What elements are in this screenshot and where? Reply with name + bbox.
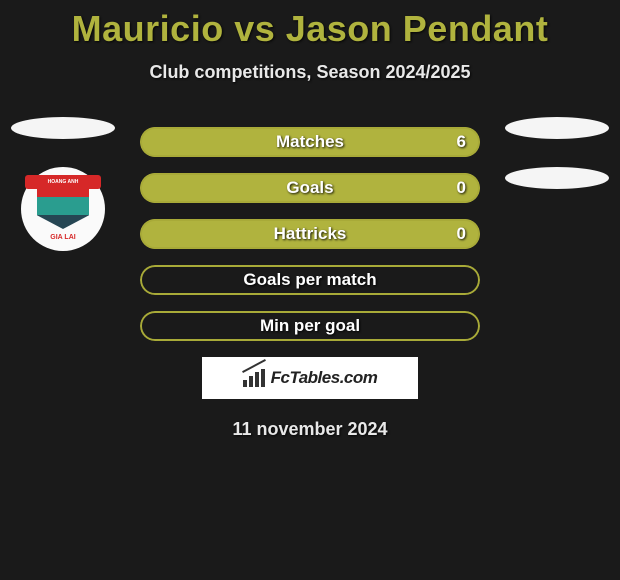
stats-rows: Matches6Goals0Hattricks0Goals per matchM… bbox=[140, 127, 480, 341]
stat-label: Min per goal bbox=[140, 311, 480, 341]
player1-club-badge: HOANG ANH GIA LAI bbox=[21, 167, 105, 251]
stat-value: 0 bbox=[457, 173, 466, 203]
player1-placeholder-ellipse bbox=[11, 117, 115, 139]
stat-row-hattricks: Hattricks0 bbox=[140, 219, 480, 249]
stat-row-min-per-goal: Min per goal bbox=[140, 311, 480, 341]
stat-label: Goals per match bbox=[140, 265, 480, 295]
badge-shield-icon bbox=[37, 183, 89, 229]
stat-label: Goals bbox=[140, 173, 480, 203]
stat-value: 6 bbox=[457, 127, 466, 157]
subtitle: Club competitions, Season 2024/2025 bbox=[0, 62, 620, 83]
badge-bottom-text: GIA LAI bbox=[35, 234, 91, 241]
date-label: 11 november 2024 bbox=[0, 419, 620, 440]
fctables-logo[interactable]: FcTables.com bbox=[202, 357, 418, 399]
stat-label: Matches bbox=[140, 127, 480, 157]
left-column: HOANG ANH GIA LAI bbox=[8, 117, 118, 251]
stat-row-goals-per-match: Goals per match bbox=[140, 265, 480, 295]
stat-value: 0 bbox=[457, 219, 466, 249]
chart-icon bbox=[243, 369, 265, 387]
stat-label: Hattricks bbox=[140, 219, 480, 249]
comparison-content: HOANG ANH GIA LAI Matches6Goals0Hattrick… bbox=[0, 127, 620, 440]
stat-row-goals: Goals0 bbox=[140, 173, 480, 203]
stat-row-matches: Matches6 bbox=[140, 127, 480, 157]
logo-text: FcTables.com bbox=[271, 368, 378, 388]
page-title: Mauricio vs Jason Pendant bbox=[0, 0, 620, 50]
right-column bbox=[502, 117, 612, 217]
player2-club-placeholder-ellipse bbox=[505, 167, 609, 189]
player2-placeholder-ellipse bbox=[505, 117, 609, 139]
